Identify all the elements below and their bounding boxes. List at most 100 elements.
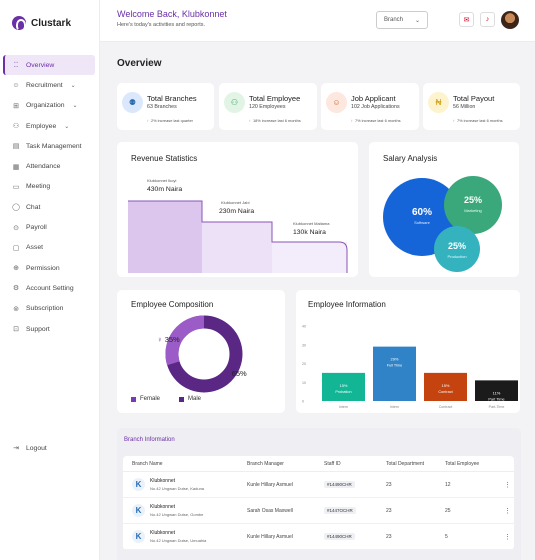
arrow-up-icon: ↑ — [453, 118, 455, 123]
table-row[interactable]: K Klubkonnet No.42 Ungwan Dutse, Umuahia… — [123, 524, 514, 550]
x-tick-label: Intern — [339, 405, 348, 409]
total-department: 23 — [386, 533, 392, 540]
stat-trend-text: 18% increase last 6 months — [252, 118, 301, 123]
payroll-icon: ⊙ — [13, 224, 19, 232]
sidebar-item-asset[interactable]: ▢ Asset — [3, 238, 95, 258]
branch-select[interactable]: Branch ⌄ — [376, 11, 428, 29]
messages-button[interactable]: ✉ — [459, 12, 474, 27]
sidebar-item-employee[interactable]: ⚇ Employee ⌄ — [3, 116, 95, 136]
total-department: 23 — [386, 507, 392, 514]
sidebar-item-attendance[interactable]: ▦ Attendance — [3, 156, 95, 176]
more-options-icon[interactable]: ⋮ — [504, 507, 511, 515]
bar-value-label: 29% — [390, 357, 398, 362]
revenue-bar-value: 430m Naira — [147, 186, 183, 193]
column-header[interactable]: Total Employee — [445, 460, 480, 467]
table-row[interactable]: K Klubkonnet No.42 Ungwan Dutse, Kaduna … — [123, 472, 514, 498]
composition-donut-chart — [165, 315, 243, 393]
chat-icon: ◯ — [12, 204, 20, 212]
revenue-bar — [128, 201, 202, 273]
welcome-title: Welcome Back, Klubkonnet — [117, 9, 227, 19]
bar-label: Contract — [438, 390, 453, 394]
top-header: Welcome Back, Klubkonnet Here's today's … — [100, 0, 535, 42]
arrow-up-icon: ↑ — [351, 118, 353, 123]
sidebar-item-label: Organization — [26, 102, 65, 110]
total-employee: 25 — [445, 507, 451, 514]
employees-icon: ⚇ — [224, 92, 245, 113]
chevron-down-icon: ⌄ — [414, 17, 420, 24]
branch-logo: K — [132, 478, 145, 491]
branch-name: Klubkonnet — [150, 478, 176, 484]
empinfo-title: Employee Information — [308, 300, 386, 309]
sidebar-item-label: Permission — [26, 264, 60, 272]
total-employee: 12 — [445, 481, 451, 488]
sidebar-item-label: Support — [26, 325, 50, 333]
revenue-bar-value: 230m Naira — [219, 208, 255, 215]
sidebar-item-label: Task Management — [26, 142, 82, 150]
sidebar-item-recruitment[interactable]: ☺ Recruitment ⌄ — [3, 75, 95, 95]
employee-composition-panel: Employee Composition ♀ 35% ♂ 65% Female … — [117, 290, 285, 413]
more-options-icon[interactable]: ⋮ — [504, 533, 511, 541]
more-options-icon[interactable]: ⋮ — [504, 481, 511, 489]
avatar[interactable] — [501, 11, 519, 29]
arrow-up-icon: ↑ — [147, 118, 149, 123]
sidebar-item-label: Attendance — [26, 163, 61, 171]
salary-label: Software — [414, 220, 430, 225]
sidebar-item-organization[interactable]: ⊞ Organization ⌄ — [3, 96, 95, 116]
chevron-down-icon: ⌄ — [64, 123, 70, 130]
sidebar-item-task-management[interactable]: ▤ Task Management — [3, 136, 95, 156]
asset-icon: ▢ — [12, 244, 20, 252]
branch-table: Branch Name Branch Manager Staff ID Tota… — [123, 456, 514, 550]
users-icon: ⚇ — [12, 123, 20, 131]
sidebar-item-label: Subscription — [26, 305, 64, 313]
revenue-line — [128, 200, 348, 273]
stat-title: Total Branches — [147, 94, 197, 103]
column-header[interactable]: Staff ID — [324, 460, 341, 467]
branch-address: No.42 Ungwan Dutse, Kaduna — [150, 486, 205, 491]
stat-card-branches[interactable]: ⚉ Total Branches 63 Branches ↑ 2% increas… — [117, 83, 214, 130]
total-employee: 5 — [445, 533, 448, 540]
table-row[interactable]: K Klubkonnet No.42 Ungwan Dutse, Gombe S… — [123, 498, 514, 524]
chevron-down-icon: ⌄ — [70, 82, 76, 89]
bar — [322, 372, 365, 401]
app-name: Clustark — [31, 17, 72, 29]
sidebar-item-permission[interactable]: ⊕ Permission — [3, 258, 95, 278]
staff-id: #1447OCHR — [324, 506, 356, 514]
revenue-statistics-panel: Revenue Statistics Klubkonnet Ikoyi 430m… — [117, 142, 358, 277]
salary-analysis-panel: Salary Analysis 60% Software 25% Marketi… — [369, 142, 519, 277]
sidebar-item-subscription[interactable]: ⊚ Subscription — [3, 299, 95, 319]
stat-title: Total Payout — [453, 94, 495, 103]
revenue-bar-value: 130k Naira — [293, 229, 326, 236]
branch-logo: K — [132, 504, 145, 517]
sidebar-item-overview[interactable]: ⁚⁚ Overview — [3, 55, 95, 76]
sidebar-item-payroll[interactable]: ⊙ Payroll — [3, 217, 95, 237]
column-header[interactable]: Branch Name — [132, 460, 163, 467]
female-percentage: ♀ 35% — [157, 335, 180, 344]
branch-address: No.42 Ungwan Dutse, Umuahia — [150, 538, 207, 543]
salary-pct: 60% — [411, 207, 432, 218]
stat-trend-text: 7% increase last 6 months — [456, 118, 503, 123]
sidebar-item-chat[interactable]: ◯ Chat — [3, 197, 95, 217]
column-header[interactable]: Branch Manager — [247, 460, 284, 467]
stat-card-employees[interactable]: ⚇ Total Employee 120 Employees ↑ 18% incr… — [219, 83, 317, 130]
branch-title: Branch Information — [124, 437, 175, 443]
branches-icon: ⚉ — [122, 92, 143, 113]
stat-card-payout[interactable]: ₦ Total Payout 56 Million ↑ 7% increase l… — [423, 83, 520, 130]
legend-swatch — [179, 396, 184, 402]
app-logo[interactable]: Clustark — [12, 16, 72, 31]
salary-bubble-chart — [383, 176, 502, 272]
stat-card-applicants[interactable]: ☺ Job Applicant 102 Job Applications ↑ 7%… — [321, 83, 419, 130]
welcome-subtitle: Here's today's activities and reports. — [117, 22, 205, 28]
branch-name: Klubkonnet — [150, 530, 176, 536]
org-icon: ⊞ — [13, 102, 19, 110]
salary-title: Salary Analysis — [383, 154, 438, 163]
sidebar-item-account-setting[interactable]: ⚙ Account Setting — [3, 278, 95, 298]
logout-button[interactable]: ⇥ Logout — [12, 444, 47, 453]
sidebar-item-meeting[interactable]: ▭ Meeting — [3, 177, 95, 197]
branch-logo: K — [132, 530, 145, 543]
stat-trend: ↑ 7% increase last 6 months — [453, 118, 503, 123]
x-tick-label: Contract — [439, 405, 453, 409]
calendar-icon: ▦ — [12, 163, 20, 171]
notifications-button[interactable]: ♪ — [480, 12, 495, 27]
column-header[interactable]: Total Department — [386, 460, 425, 467]
sidebar-item-support[interactable]: ⊡ Support — [3, 319, 95, 339]
